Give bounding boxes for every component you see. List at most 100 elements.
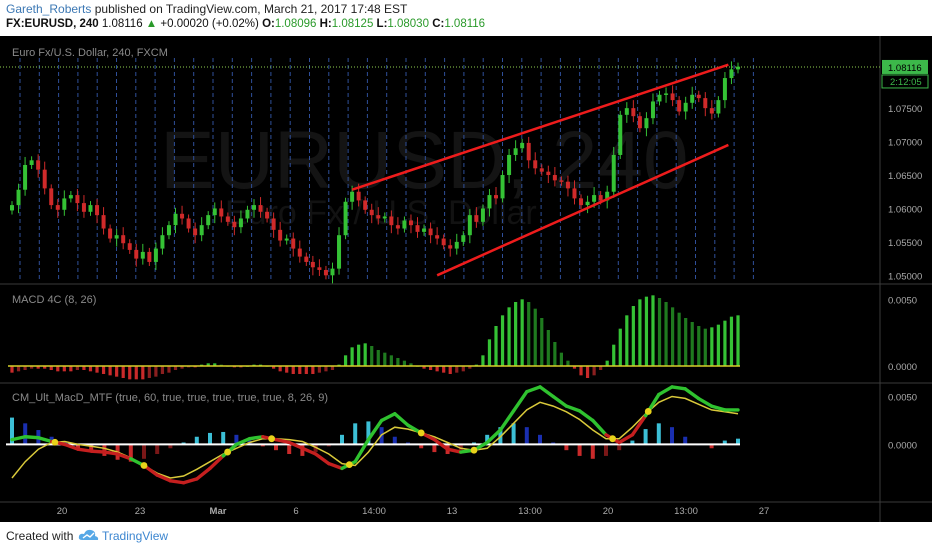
ult-macd-segment — [102, 450, 120, 456]
crossover-dot — [644, 408, 652, 415]
ult-hist-bar — [353, 423, 358, 445]
macd-hist-bar — [527, 302, 531, 366]
symbol-label: FX:EURUSD, 240 — [6, 18, 99, 30]
time-tick-label: 27 — [759, 506, 770, 517]
ult-macd-segment — [247, 435, 265, 441]
price-tick-label: 1.07000 — [888, 138, 922, 149]
ult-hist-bar — [524, 427, 529, 445]
candle-body — [428, 228, 433, 236]
ult-macd-segment — [208, 454, 225, 471]
macd-hist-bar — [350, 347, 354, 366]
macd-hist-bar — [435, 366, 439, 372]
trend-channel-line — [436, 143, 729, 277]
crossover-dot — [345, 461, 353, 469]
macd-hist-bar — [56, 366, 60, 372]
macd-hist-bar — [644, 296, 649, 366]
candle-body — [585, 201, 590, 206]
ult-hist-bar — [432, 444, 437, 453]
macd-hist-bar — [108, 366, 112, 376]
candle-body — [552, 175, 557, 181]
ult-tick-label: 0.0000 — [888, 440, 917, 451]
ult-macd-segment — [10, 435, 27, 442]
ult-hist-bar — [670, 427, 674, 445]
candle-body — [238, 218, 243, 228]
tradingview-brand-link[interactable]: TradingView — [102, 529, 169, 543]
candle-body — [23, 164, 28, 190]
chart-area[interactable]: EURUSD, 240 Euro Fx / U.S. Dollar 1.0500… — [0, 36, 932, 522]
close-value: 1.08116 — [444, 18, 486, 30]
time-tick-label: 6 — [293, 506, 298, 517]
macd-hist-bar — [370, 346, 374, 366]
candle-body — [310, 261, 315, 268]
candle-body — [644, 118, 649, 129]
time-tick-label: 13 — [447, 506, 458, 517]
macd-hist-bar — [291, 366, 295, 374]
ult-macd-segment — [696, 396, 714, 408]
macd-hist-bar — [206, 363, 210, 366]
candle-body — [356, 191, 361, 201]
ult-macd-segment — [670, 385, 687, 391]
candle-body — [435, 235, 440, 239]
author-link[interactable]: Gareth_Roberts — [6, 2, 92, 16]
price-tick-label: 1.05500 — [888, 238, 922, 249]
candle-body — [487, 195, 492, 209]
candle-body — [62, 198, 67, 210]
candle-body — [127, 243, 132, 250]
created-with-label: Created with — [6, 529, 74, 543]
high-value: 1.08125 — [331, 18, 374, 30]
macd-hist-bar — [716, 324, 720, 366]
candle-body — [114, 235, 119, 239]
candle-body — [598, 195, 603, 201]
macd-hist-bar — [422, 366, 426, 369]
ult-macd-segment — [709, 404, 727, 412]
ult-hist-bar — [208, 432, 212, 445]
candle-body — [690, 94, 695, 103]
candle-body — [297, 248, 302, 257]
macd-hist-bar — [533, 308, 537, 366]
candle-body — [278, 229, 283, 241]
ult-hist-bar — [194, 436, 199, 445]
candle-body — [186, 218, 191, 229]
candle-body — [88, 205, 93, 212]
ult-hist-bar — [485, 434, 490, 445]
price-change: +0.00020 (+0.02%) — [160, 18, 259, 30]
ult-macd-segment — [181, 477, 199, 485]
ult-macd-segment — [577, 409, 595, 423]
macd-hist-bar — [317, 366, 322, 373]
chart-canvas[interactable]: EURUSD, 240 Euro Fx / U.S. Dollar 1.0500… — [0, 36, 932, 522]
macd-hist-bar — [396, 358, 400, 366]
macd-hist-bar — [402, 360, 407, 366]
candle-body — [533, 160, 538, 169]
macd-tick-label: 0.0050 — [888, 295, 917, 306]
macd-hist-bar — [540, 318, 544, 366]
candle-body — [271, 218, 276, 230]
candle-body — [441, 238, 446, 246]
macd-hist-bar — [585, 366, 590, 378]
candle-body — [10, 205, 14, 211]
ult-hist-bar — [366, 421, 371, 445]
ult-macd-segment — [327, 461, 344, 471]
ult-hist-bar — [313, 444, 318, 453]
candle-body — [579, 198, 584, 206]
macd-hist-bar — [605, 360, 609, 366]
macd-hist-bar — [677, 312, 681, 366]
ult-macd-segment — [234, 436, 252, 447]
publish-info: published on TradingView.com, March 21, … — [91, 2, 408, 16]
candle-body — [572, 188, 577, 199]
macd-hist-bar — [101, 366, 106, 374]
ult-hist-bar — [511, 423, 516, 445]
ult-hist-bar — [630, 440, 635, 445]
ult-macd-segment — [630, 413, 648, 437]
candle-body — [101, 215, 106, 229]
low-value: 1.08030 — [387, 18, 429, 30]
ult-macd-segment — [115, 452, 133, 461]
price-pane-title: Euro Fx/U.S. Dollar, 240, FXCM — [12, 47, 168, 59]
ult-macd-segment — [23, 435, 41, 440]
macd-tick-label: 0.0000 — [888, 362, 917, 373]
ult-macd-segment — [76, 447, 93, 453]
candle-body — [245, 209, 250, 219]
candle-body — [173, 213, 178, 226]
candle-body — [480, 208, 485, 222]
ult-macd-segment — [564, 404, 582, 413]
candle-body — [121, 235, 126, 244]
